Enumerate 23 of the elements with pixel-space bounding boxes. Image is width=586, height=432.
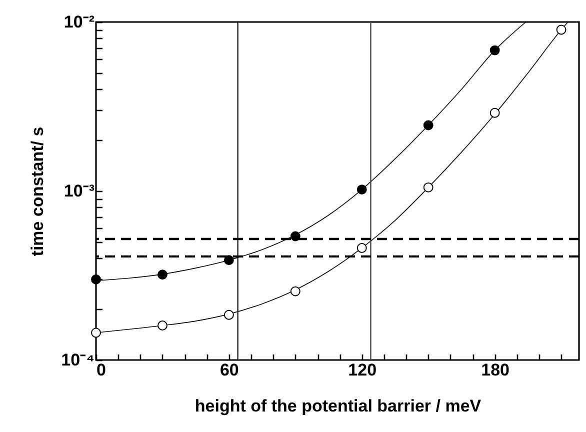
x-tick-label: 60 xyxy=(220,360,239,380)
x-tick-label: 0 xyxy=(96,360,106,380)
point xyxy=(423,182,434,192)
point xyxy=(490,45,500,56)
point xyxy=(224,310,234,320)
point xyxy=(290,231,300,242)
x-axis-title: height of the potential barrier / meV xyxy=(194,396,482,416)
y-tick-label: 10⁻⁴ xyxy=(61,350,94,370)
y-tick-label: 10⁻² xyxy=(64,12,95,32)
point xyxy=(490,108,500,118)
y-tick-label: 10⁻³ xyxy=(64,182,95,200)
point xyxy=(224,255,234,266)
point xyxy=(91,328,101,338)
point xyxy=(290,286,300,296)
point xyxy=(423,120,434,130)
y-axis-title: time constant/ s xyxy=(28,126,48,256)
point xyxy=(157,320,168,330)
point xyxy=(556,24,566,35)
point xyxy=(356,184,367,195)
x-tick-label: 120 xyxy=(348,360,377,380)
point xyxy=(157,270,168,280)
x-tick-label: 180 xyxy=(481,360,510,380)
point xyxy=(356,243,367,253)
